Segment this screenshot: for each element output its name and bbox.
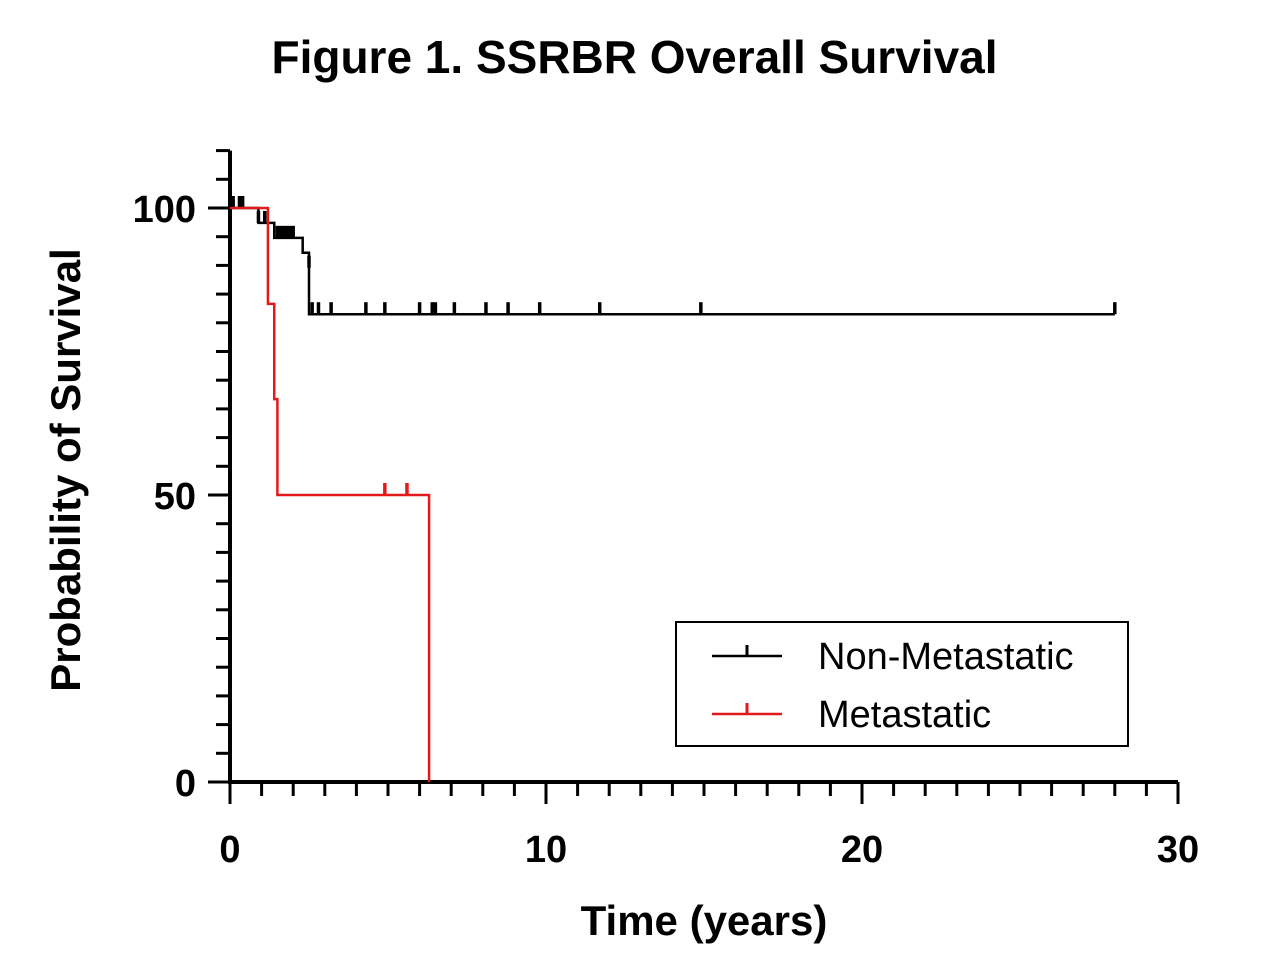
legend-box: [675, 621, 1129, 747]
axes: 0 10 20 30 0 50 100: [133, 149, 1199, 871]
survival-step-line: [230, 206, 1115, 316]
y-tick-label: 0: [175, 763, 196, 805]
x-tick-label: 0: [219, 829, 240, 871]
legend: Non-Metastatic Metastatic: [675, 621, 1129, 747]
series-metastatic: [230, 206, 431, 782]
chart-title: Figure 1. SSRBR Overall Survival: [271, 31, 998, 83]
legend-label: Non-Metastatic: [818, 636, 1074, 678]
survival-curves: [230, 196, 1117, 782]
series-non-metastatic: [230, 196, 1117, 316]
y-tick-label: 50: [154, 476, 196, 518]
x-tick-label: 20: [841, 829, 883, 871]
x-tick-label: 10: [525, 829, 567, 871]
x-axis-label: Time (years): [581, 897, 828, 944]
y-axis-label: Probability of Survival: [42, 248, 89, 691]
legend-item-non-metastatic: Non-Metastatic: [712, 636, 1074, 678]
legend-label: Metastatic: [818, 694, 991, 736]
legend-item-metastatic: Metastatic: [712, 694, 991, 736]
x-tick-label: 30: [1157, 829, 1199, 871]
y-tick-label: 100: [133, 189, 196, 231]
survival-step-line: [230, 206, 431, 782]
